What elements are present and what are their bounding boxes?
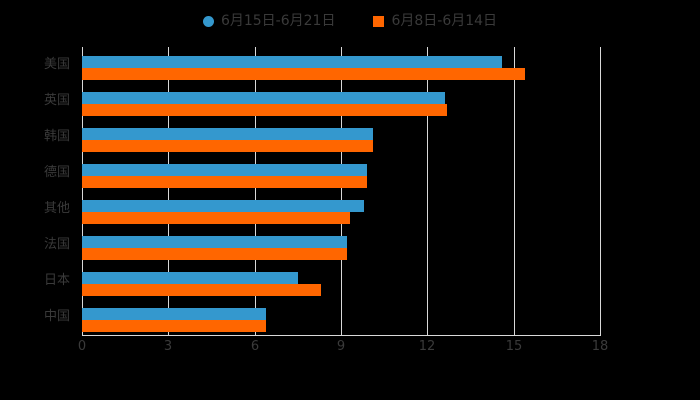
bar[interactable] (82, 164, 367, 176)
chart-legend: 6月15日-6月21日 6月8日-6月14日 (0, 8, 700, 34)
bar-group (82, 155, 600, 191)
bar[interactable] (82, 320, 266, 332)
bar[interactable] (82, 128, 373, 140)
y-axis-label-7: 中国 (43, 309, 70, 324)
bar-group (82, 191, 600, 227)
legend-item-series-2[interactable]: 6月8日-6月14日 (373, 14, 497, 28)
x-tick-label-18: 18 (591, 339, 609, 354)
bar-group (82, 263, 600, 299)
y-axis-label-6: 日本 (43, 273, 70, 288)
bar[interactable] (82, 140, 373, 152)
bar-group (82, 299, 600, 335)
legend-label-series-1: 6月15日-6月21日 (220, 13, 336, 29)
x-tick-label-6: 6 (250, 339, 260, 354)
gridline-3 (168, 47, 169, 335)
legend-circle-marker-icon (202, 15, 214, 27)
bar[interactable] (82, 56, 502, 68)
bar[interactable] (82, 200, 364, 212)
bar[interactable] (82, 248, 347, 260)
legend-item-series-1[interactable]: 6月15日-6月21日 (202, 13, 336, 29)
bar[interactable] (82, 104, 447, 116)
y-axis-label-0: 美国 (43, 57, 70, 72)
bar-group (82, 47, 600, 83)
bar[interactable] (82, 176, 367, 188)
x-tick-label-0: 0 (77, 339, 87, 354)
y-axis-label-3: 德国 (43, 165, 70, 180)
bar-group (82, 119, 600, 155)
y-axis-label-4: 其他 (43, 201, 70, 216)
bar[interactable] (82, 68, 525, 80)
gridline-0 (82, 47, 83, 335)
legend-label-series-2: 6月8日-6月14日 (391, 13, 498, 29)
gridline-9 (341, 47, 342, 335)
x-tick-label-9: 9 (336, 339, 346, 354)
gridline-18 (600, 47, 601, 335)
y-axis-label-5: 法国 (43, 237, 70, 252)
x-tick-label-12: 12 (418, 339, 436, 354)
bar[interactable] (82, 236, 347, 248)
bar[interactable] (82, 308, 266, 320)
gridline-15 (514, 47, 515, 335)
gridline-12 (427, 47, 428, 335)
y-axis-label-1: 英国 (43, 93, 70, 108)
x-axis-line (82, 335, 601, 336)
plot-area (82, 47, 601, 335)
bar-group (82, 83, 600, 119)
bar[interactable] (82, 284, 321, 296)
bar-group (82, 227, 600, 263)
bar[interactable] (82, 92, 445, 104)
x-tick-label-15: 15 (505, 339, 523, 354)
bar[interactable] (82, 272, 298, 284)
x-tick-label-3: 3 (163, 339, 173, 354)
gridline-6 (255, 47, 256, 335)
legend-square-marker-icon (373, 15, 385, 27)
bar[interactable] (82, 212, 350, 224)
y-axis-label-2: 韩国 (43, 129, 70, 144)
